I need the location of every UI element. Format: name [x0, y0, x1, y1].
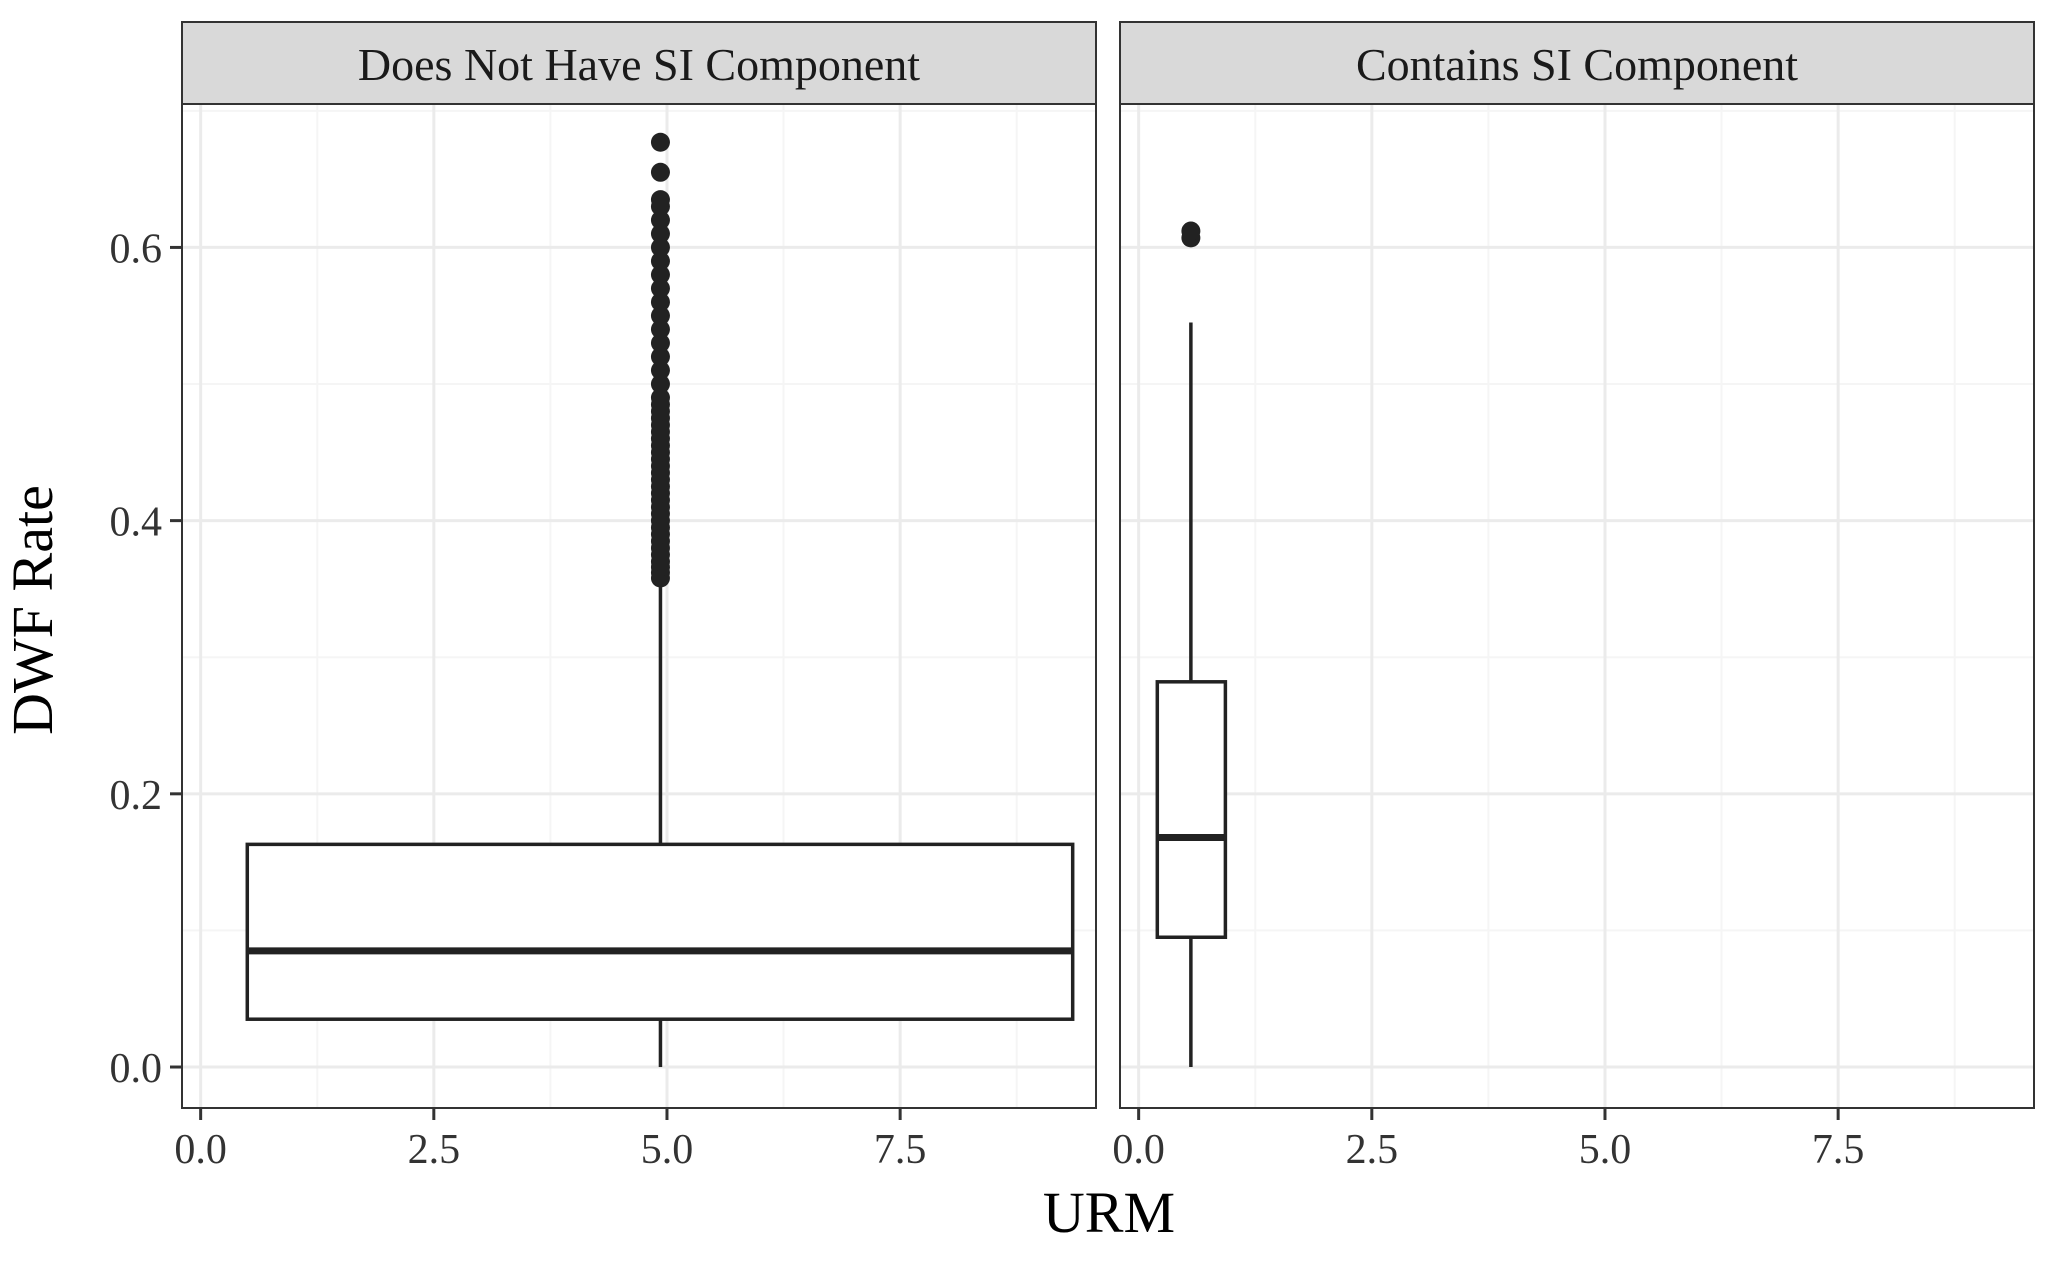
- outlier-point: [650, 132, 670, 152]
- x-tick-label: 2.5: [408, 1127, 461, 1173]
- outlier-point: [650, 278, 670, 298]
- box-iqr: [245, 842, 1075, 1021]
- outlier-point: [1181, 221, 1201, 241]
- y-axis-title: DWF Rate: [0, 485, 65, 735]
- x-axis-title: URM: [1043, 1180, 1175, 1245]
- y-tick-label: 0.6: [110, 226, 163, 272]
- y-tick-label: 0.4: [110, 500, 163, 546]
- x-tick-label: 5.0: [641, 1127, 694, 1173]
- panel-2: Contains SI Component 0.0 2.5 5.0 7.5: [1112, 21, 2035, 1173]
- x-tick-label: 2.5: [1346, 1127, 1399, 1173]
- panel-border: [1119, 103, 2035, 1109]
- facet-strip-label: Contains SI Component: [1356, 39, 1798, 90]
- outlier-point: [650, 162, 670, 182]
- x-tick-label: 7.5: [1812, 1127, 1865, 1173]
- facet-strip: [1119, 21, 2035, 105]
- outlier-point: [650, 224, 670, 244]
- outlier-point: [650, 347, 670, 367]
- outlier-point: [650, 306, 670, 326]
- outlier-point: [650, 190, 670, 210]
- outlier-point: [650, 388, 670, 408]
- x-tick-label: 7.5: [874, 1127, 927, 1173]
- x-tick-label: 0.0: [174, 1127, 227, 1173]
- outlier-point: [650, 360, 670, 380]
- facet-strip: [181, 21, 1097, 105]
- y-tick-label: 0.2: [110, 773, 163, 819]
- outlier-point: [650, 210, 670, 230]
- y-tick-label: 0.0: [110, 1046, 163, 1092]
- x-tick-label: 0.0: [1112, 1127, 1165, 1173]
- panel-background: [1120, 104, 2034, 1108]
- box-iqr: [1155, 680, 1228, 940]
- facet-panels: Does Not Have SI Component 0.0 2.5 5.0 7.5 0.…: [110, 21, 2035, 1173]
- outlier-point: [650, 292, 670, 312]
- panel-1: Does Not Have SI Component 0.0 2.5 5.0 7.5 0.…: [110, 21, 1097, 1173]
- panel-border: [181, 103, 1097, 1109]
- outlier-point: [650, 374, 670, 394]
- x-tick-label: 5.0: [1579, 1127, 1632, 1173]
- outlier-point: [650, 319, 670, 339]
- outlier-point: [650, 265, 670, 285]
- outlier-point: [650, 333, 670, 353]
- outlier-point: [650, 237, 670, 257]
- outlier-point: [650, 251, 670, 271]
- facet-strip-label: Does Not Have SI Component: [358, 39, 920, 90]
